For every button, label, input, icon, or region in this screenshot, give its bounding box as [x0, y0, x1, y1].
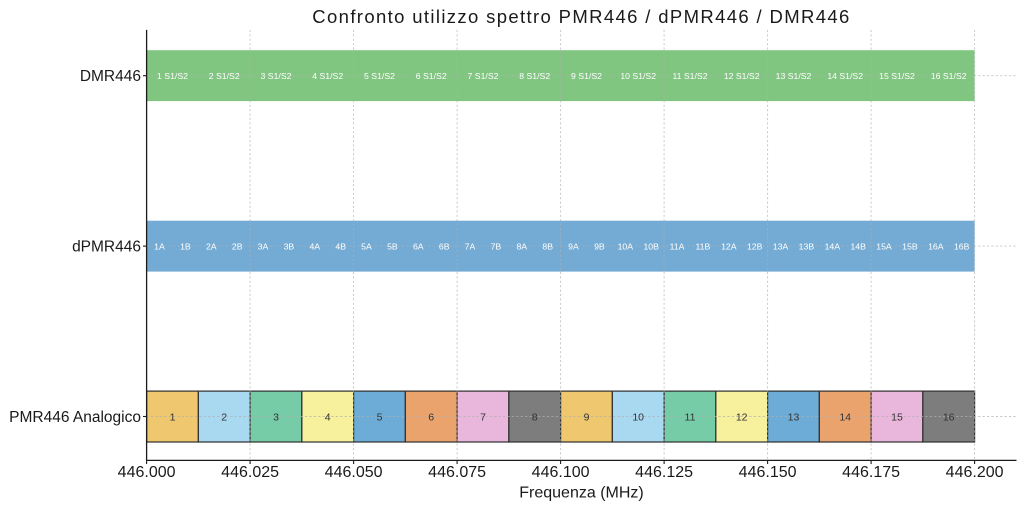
svg-text:8A: 8A	[516, 241, 527, 251]
svg-text:9 S1/S2: 9 S1/S2	[571, 71, 602, 81]
svg-text:9A: 9A	[568, 241, 579, 251]
svg-text:14: 14	[839, 411, 851, 423]
svg-text:2: 2	[221, 411, 227, 423]
svg-text:9B: 9B	[594, 241, 605, 251]
svg-text:3B: 3B	[284, 241, 295, 251]
svg-text:3 S1/S2: 3 S1/S2	[261, 71, 292, 81]
svg-text:13 S1/S2: 13 S1/S2	[776, 71, 812, 81]
svg-text:7B: 7B	[491, 241, 502, 251]
svg-text:8 S1/S2: 8 S1/S2	[519, 71, 550, 81]
svg-text:1 S1/S2: 1 S1/S2	[157, 71, 188, 81]
svg-text:12B: 12B	[747, 241, 763, 251]
svg-text:12: 12	[736, 411, 748, 423]
svg-text:14 S1/S2: 14 S1/S2	[827, 71, 863, 81]
svg-text:16A: 16A	[928, 241, 944, 251]
svg-text:446.100: 446.100	[532, 464, 590, 481]
svg-text:16B: 16B	[954, 241, 970, 251]
svg-text:2A: 2A	[206, 241, 217, 251]
svg-text:12 S1/S2: 12 S1/S2	[724, 71, 760, 81]
svg-text:13B: 13B	[799, 241, 815, 251]
svg-text:4A: 4A	[309, 241, 320, 251]
svg-text:446.150: 446.150	[739, 464, 797, 481]
svg-text:11A: 11A	[670, 241, 685, 251]
svg-text:PMR446 Analogico: PMR446 Analogico	[9, 409, 141, 426]
svg-text:13A: 13A	[773, 241, 789, 251]
svg-text:14B: 14B	[850, 241, 866, 251]
svg-text:Frequenza (MHz): Frequenza (MHz)	[519, 484, 643, 501]
svg-text:5B: 5B	[387, 241, 398, 251]
svg-text:15B: 15B	[902, 241, 918, 251]
svg-text:13: 13	[788, 411, 800, 423]
svg-text:7: 7	[480, 411, 486, 423]
svg-text:4B: 4B	[335, 241, 346, 251]
svg-text:dPMR446: dPMR446	[72, 239, 141, 256]
svg-text:446.200: 446.200	[946, 464, 1004, 481]
svg-text:10 S1/S2: 10 S1/S2	[620, 71, 656, 81]
svg-text:5: 5	[377, 411, 383, 423]
svg-text:446.025: 446.025	[221, 464, 279, 481]
svg-text:5 S1/S2: 5 S1/S2	[364, 71, 395, 81]
svg-text:4 S1/S2: 4 S1/S2	[312, 71, 343, 81]
svg-text:Confronto utilizzo spettro PMR: Confronto utilizzo spettro PMR446 / dPMR…	[312, 6, 849, 27]
svg-text:15A: 15A	[876, 241, 892, 251]
svg-text:1A: 1A	[154, 241, 165, 251]
svg-text:11B: 11B	[695, 241, 710, 251]
svg-text:9: 9	[584, 411, 590, 423]
svg-text:7 S1/S2: 7 S1/S2	[468, 71, 499, 81]
svg-text:15: 15	[891, 411, 903, 423]
svg-text:8: 8	[532, 411, 538, 423]
svg-text:446.125: 446.125	[635, 464, 693, 481]
svg-text:11 S1/S2: 11 S1/S2	[672, 71, 707, 81]
svg-text:1B: 1B	[180, 241, 191, 251]
svg-text:3A: 3A	[258, 241, 269, 251]
svg-text:4: 4	[325, 411, 331, 423]
svg-text:2 S1/S2: 2 S1/S2	[209, 71, 240, 81]
svg-text:1: 1	[170, 411, 176, 423]
svg-text:6A: 6A	[413, 241, 424, 251]
svg-text:446.175: 446.175	[842, 464, 900, 481]
svg-text:10B: 10B	[643, 241, 659, 251]
svg-text:10A: 10A	[618, 241, 634, 251]
svg-text:3: 3	[273, 411, 279, 423]
svg-text:DMR446: DMR446	[80, 68, 141, 85]
svg-text:2B: 2B	[232, 241, 243, 251]
svg-text:10: 10	[632, 411, 644, 423]
svg-text:6 S1/S2: 6 S1/S2	[416, 71, 447, 81]
svg-text:16: 16	[943, 411, 955, 423]
svg-text:446.050: 446.050	[325, 464, 383, 481]
svg-text:6: 6	[428, 411, 434, 423]
svg-text:11: 11	[685, 411, 696, 423]
svg-text:16 S1/S2: 16 S1/S2	[931, 71, 967, 81]
svg-text:15 S1/S2: 15 S1/S2	[879, 71, 915, 81]
svg-text:12A: 12A	[721, 241, 737, 251]
svg-text:14A: 14A	[825, 241, 841, 251]
svg-text:446.075: 446.075	[428, 464, 486, 481]
svg-text:446.000: 446.000	[118, 464, 176, 481]
svg-text:7A: 7A	[465, 241, 476, 251]
svg-text:5A: 5A	[361, 241, 372, 251]
svg-text:6B: 6B	[439, 241, 450, 251]
svg-text:8B: 8B	[542, 241, 553, 251]
